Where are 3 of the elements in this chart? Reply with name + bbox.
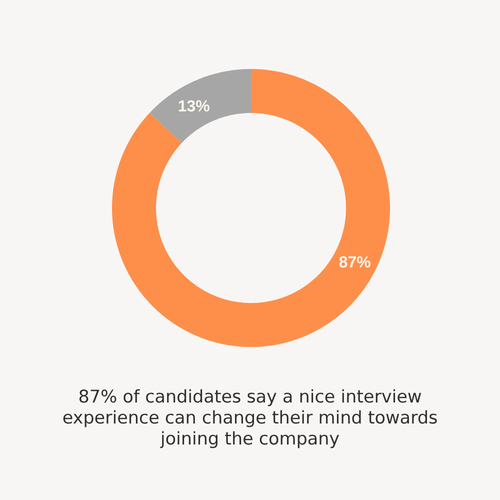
data-label: 87%: [339, 256, 370, 268]
text: 87% of candidates say a nice interview experience can change their mind towards joining the company: [63, 389, 437, 448]
data-label: 13%: [178, 100, 210, 112]
